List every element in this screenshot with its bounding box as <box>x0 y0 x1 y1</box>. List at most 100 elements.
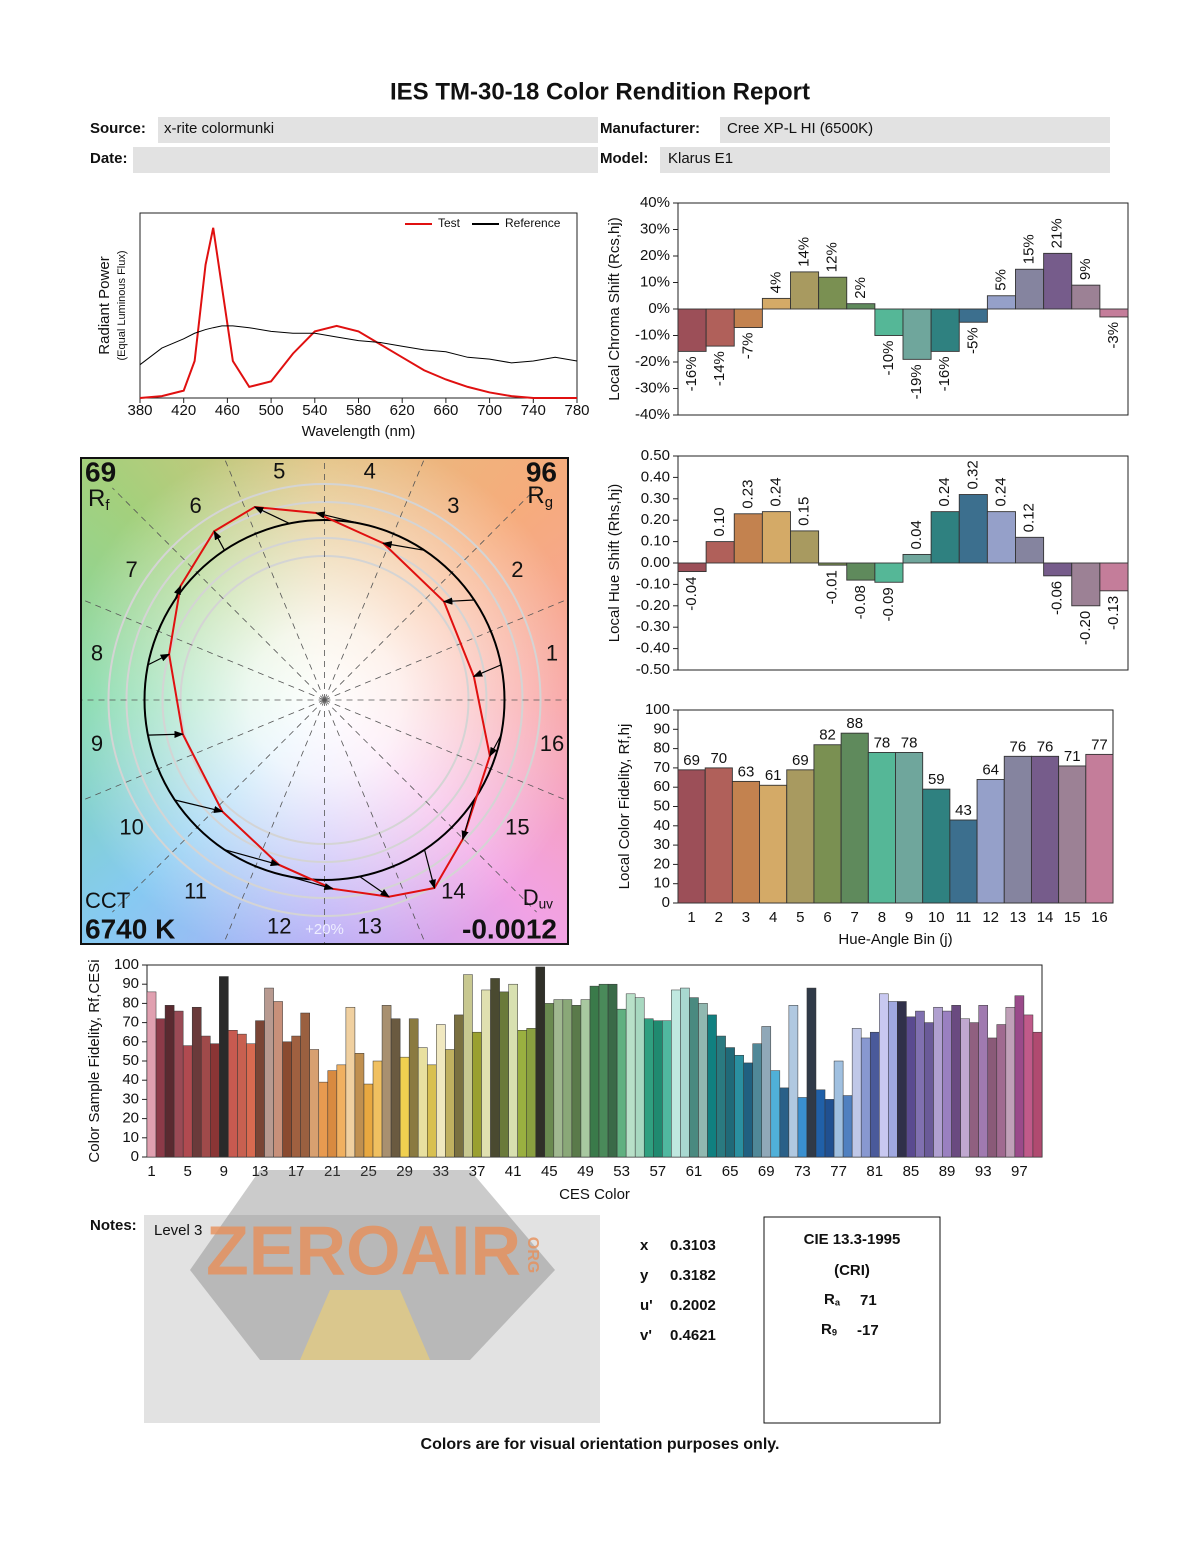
bar <box>788 1005 799 1158</box>
watermark-suffix: ORG <box>524 1237 541 1273</box>
symbol: R <box>88 485 105 512</box>
value-label: 76 <box>1037 738 1054 755</box>
bar <box>930 308 960 352</box>
x-tick-label: 21 <box>324 1163 341 1180</box>
bar <box>818 562 848 566</box>
value-label: 5% <box>992 269 1009 291</box>
bar <box>264 987 274 1158</box>
value-label: 2% <box>852 277 869 299</box>
bar <box>790 271 820 310</box>
ring-label: +20% <box>305 921 344 938</box>
bar <box>874 308 904 336</box>
bar <box>146 991 157 1158</box>
notes-text: Level 3 <box>154 1222 202 1239</box>
bar <box>689 997 699 1158</box>
bar <box>1043 562 1073 577</box>
bin-divider <box>324 699 537 913</box>
bar <box>553 999 564 1158</box>
y-tick-label: -0.20 <box>636 597 670 614</box>
bar <box>790 530 820 564</box>
x-tick-label: 85 <box>903 1163 920 1180</box>
rf-label: Rf <box>88 485 110 514</box>
x-tick-label: 13 <box>1010 909 1027 926</box>
bin-divider <box>223 699 325 943</box>
x-tick-label: 37 <box>469 1163 486 1180</box>
field-box <box>158 117 598 143</box>
bar <box>915 1010 925 1158</box>
value-label: -0.20 <box>1077 611 1094 645</box>
y-axis-title: Local Chroma Shift (Rcs,hj) <box>606 217 623 400</box>
value-label: -0.08 <box>852 585 869 619</box>
bar <box>846 303 876 310</box>
field-value: Klarus E1 <box>668 150 733 167</box>
y-axis-title: Local Hue Shift (Rhs,hj) <box>606 484 623 642</box>
watermark-road <box>300 1290 430 1360</box>
chromaticity-label: y <box>640 1267 649 1284</box>
value-label: 0.23 <box>739 480 756 509</box>
y-tick-label: 40 <box>653 817 670 834</box>
bar <box>818 276 848 310</box>
bar <box>291 1035 301 1158</box>
shift-arrow <box>253 506 290 525</box>
field-label: Date: <box>90 150 128 167</box>
cri-box <box>763 1216 941 1424</box>
x-tick-label: 93 <box>975 1163 992 1180</box>
x-tick-label: 33 <box>432 1163 449 1180</box>
bar <box>336 1064 347 1158</box>
y-tick-label: 10% <box>640 273 670 290</box>
bar <box>454 1014 464 1158</box>
bar <box>705 541 735 564</box>
x-tick-label: 15 <box>1064 909 1081 926</box>
bar <box>813 744 842 904</box>
bar <box>300 1012 310 1158</box>
bar <box>969 1022 979 1158</box>
bin-divider <box>224 459 325 701</box>
notes-label: Notes: <box>90 1217 137 1234</box>
bar <box>1099 308 1129 318</box>
bar <box>797 1097 808 1158</box>
x-tick-label: 380 <box>127 402 152 419</box>
bar <box>643 1018 654 1158</box>
bar <box>677 769 706 904</box>
ra-value: 71 <box>860 1292 877 1309</box>
x-axis-title: CES Color <box>559 1186 630 1203</box>
series-line <box>139 227 577 399</box>
shift-arrow <box>461 799 475 841</box>
y-tick-label: 0.50 <box>641 447 670 464</box>
bar <box>960 1018 970 1158</box>
bin-divider <box>112 699 325 913</box>
bar <box>922 788 951 904</box>
hue-bin-label: 3 <box>447 493 459 518</box>
bar <box>219 976 229 1158</box>
value-label: 69 <box>683 752 700 769</box>
subscript: uv <box>539 896 554 911</box>
x-tick-label: 5 <box>796 909 804 926</box>
bar <box>318 1081 329 1158</box>
x-tick-label: 57 <box>649 1163 666 1180</box>
bar <box>662 1020 672 1158</box>
x-tick-label: 45 <box>541 1163 558 1180</box>
bar <box>734 1054 744 1158</box>
bar <box>902 308 932 360</box>
reference-circle <box>143 519 506 881</box>
bar <box>436 1024 446 1158</box>
x-tick-label: 17 <box>288 1163 305 1180</box>
bar <box>571 1005 582 1158</box>
shift-arrow <box>472 664 502 678</box>
r9-label: R9 <box>821 1321 837 1338</box>
y-tick-label: 80 <box>122 994 139 1011</box>
value-label: 63 <box>738 763 755 780</box>
x-tick-label: 1 <box>687 909 695 926</box>
bar <box>707 1014 717 1158</box>
hue-bin-label: 9 <box>91 731 103 756</box>
bar <box>354 1053 365 1158</box>
bar <box>463 974 473 1158</box>
x-tick-label: 97 <box>1011 1163 1028 1180</box>
shift-arrow <box>489 734 502 758</box>
bar <box>840 732 869 904</box>
value-label: -0.09 <box>880 587 897 621</box>
bar <box>733 513 763 564</box>
bar <box>978 1005 989 1158</box>
